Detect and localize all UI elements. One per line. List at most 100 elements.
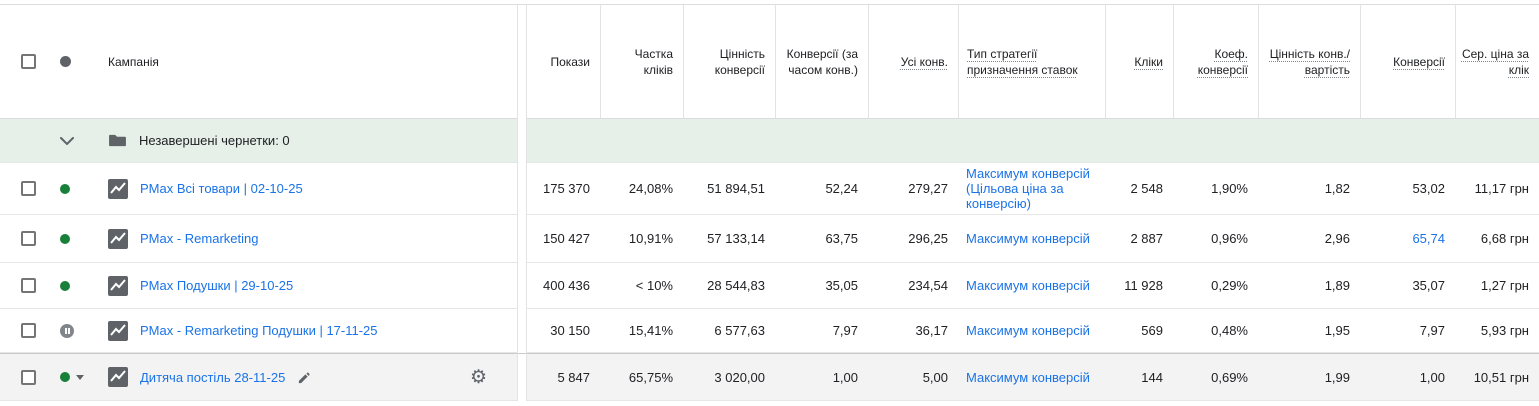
column-header-avg-cpc[interactable]: Сер. ціна за клік [1455, 5, 1539, 119]
pane-divider [517, 353, 527, 401]
status-paused-icon[interactable] [60, 323, 74, 338]
conv-rate-value: 1,90% [1173, 163, 1258, 215]
select-all-checkbox[interactable] [21, 54, 36, 69]
campaign-name-link[interactable]: Дитяча постіль 28-11-25 [140, 369, 286, 385]
campaign-chart-icon[interactable] [108, 275, 128, 296]
drafts-expand-cell [52, 119, 98, 163]
column-header-impressions[interactable]: Покази [527, 5, 600, 119]
avg-cpc-value: 10,51 грн [1455, 353, 1539, 401]
bid-strategy-link[interactable]: Максимум конверсій (Цільова ціна за конв… [958, 163, 1105, 215]
conv-rate-value: 0,29% [1173, 263, 1258, 309]
edit-pencil-icon[interactable] [297, 370, 312, 385]
table-row: PMax - Remarketing Подушки | 17-11-25 30… [0, 309, 1539, 353]
clicks-value: 2 548 [1105, 163, 1173, 215]
conv-by-time-value: 63,75 [775, 215, 868, 263]
bid-strategy-link[interactable]: Максимум конверсій [958, 215, 1105, 263]
campaign-chart-icon[interactable] [108, 178, 128, 199]
impressions-value: 400 436 [527, 263, 600, 309]
all-conv-value: 36,17 [868, 309, 958, 353]
row-checkbox[interactable] [21, 278, 36, 293]
bid-strategy-link[interactable]: Максимум конверсій [958, 353, 1105, 401]
status-enabled-icon[interactable] [60, 280, 70, 291]
avg-cpc-value: 1,27 грн [1455, 263, 1539, 309]
status-column-header [52, 5, 98, 119]
conv-value-per-cost-value: 1,99 [1258, 353, 1360, 401]
campaign-chart-icon[interactable] [108, 228, 128, 249]
campaign-name-link[interactable]: PMax Всі товари | 02-10-25 [140, 181, 303, 196]
bid-strategy-link[interactable]: Максимум конверсій [958, 309, 1105, 353]
all-conv-value: 234,54 [868, 263, 958, 309]
conversions-value: 53,02 [1360, 163, 1455, 215]
gear-icon[interactable]: ⚙ [469, 366, 487, 388]
column-header-all-conv[interactable]: Усі конв. [868, 5, 958, 119]
campaign-name-link[interactable]: PMax Подушки | 29-10-25 [140, 278, 294, 293]
table-row: PMax - Remarketing 150 427 10,91% 57 133… [0, 215, 1539, 263]
impressions-value: 150 427 [527, 215, 600, 263]
clicks-value: 569 [1105, 309, 1173, 353]
conv-value-per-cost-value: 1,95 [1258, 309, 1360, 353]
conversions-value: 7,97 [1360, 309, 1455, 353]
all-conv-value: 5,00 [868, 353, 958, 401]
row-checkbox[interactable] [21, 181, 36, 196]
conv-value-per-cost-value: 2,96 [1258, 215, 1360, 263]
avg-cpc-value: 11,17 грн [1455, 163, 1539, 215]
column-header-click-share[interactable]: Частка кліків [600, 5, 683, 119]
column-header-clicks[interactable]: Кліки [1105, 5, 1173, 119]
conv-value-per-cost-value: 1,82 [1258, 163, 1360, 215]
conv-by-time-value: 35,05 [775, 263, 868, 309]
conv-value-per-cost-value: 1,89 [1258, 263, 1360, 309]
status-enabled-icon[interactable] [60, 233, 70, 244]
campaign-name-link[interactable]: PMax - Remarketing Подушки | 17-11-25 [140, 323, 378, 338]
column-header-conv-value[interactable]: Цінність конверсії [683, 5, 775, 119]
row-checkbox[interactable] [21, 231, 36, 246]
avg-cpc-value: 5,93 грн [1455, 309, 1539, 353]
column-header-conv-value-per-cost[interactable]: Цінність конв./ вартість [1258, 5, 1360, 119]
conv-value-value: 57 133,14 [683, 215, 775, 263]
avg-cpc-value: 6,68 грн [1455, 215, 1539, 263]
status-enabled-icon[interactable] [60, 372, 70, 382]
table-row: Дитяча постіль 28-11-25 ⚙ 5 847 65,75% 3… [0, 353, 1539, 401]
pane-divider [517, 309, 527, 353]
row-checkbox[interactable] [21, 369, 36, 385]
all-conv-value: 296,25 [868, 215, 958, 263]
click-share-value: 65,75% [600, 353, 683, 401]
pane-divider [517, 215, 527, 263]
click-share-value: < 10% [600, 263, 683, 309]
conv-rate-value: 0,48% [1173, 309, 1258, 353]
click-share-value: 10,91% [600, 215, 683, 263]
conv-by-time-value: 52,24 [775, 163, 868, 215]
status-enabled-icon[interactable] [60, 183, 70, 194]
conversions-value: 1,00 [1360, 353, 1455, 401]
pane-divider [517, 263, 527, 309]
conversions-value-link[interactable]: 65,74 [1360, 215, 1455, 263]
drafts-label-cell: Незавершені чернетки: 0 [98, 119, 517, 163]
column-header-bid-strategy[interactable]: Тип стратегії призначення ставок [958, 5, 1105, 119]
column-header-conversions[interactable]: Конверсії [1360, 5, 1455, 119]
conv-value-value: 51 894,51 [683, 163, 775, 215]
click-share-value: 24,08% [600, 163, 683, 215]
campaign-chart-icon[interactable] [108, 367, 128, 387]
table-row: PMax Подушки | 29-10-25 400 436 < 10% 28… [0, 263, 1539, 309]
status-column-icon[interactable] [60, 56, 71, 67]
campaign-chart-icon[interactable] [108, 320, 128, 341]
conv-by-time-value: 7,97 [775, 309, 868, 353]
conv-value-value: 6 577,63 [683, 309, 775, 353]
row-checkbox[interactable] [21, 323, 36, 338]
column-header-conv-by-time[interactable]: Конверсії (за часом конв.) [775, 5, 868, 119]
bid-strategy-link[interactable]: Максимум конверсій [958, 263, 1105, 309]
impressions-value: 175 370 [527, 163, 600, 215]
status-dropdown-caret-icon[interactable] [76, 374, 84, 380]
conv-by-time-value: 1,00 [775, 353, 868, 401]
conv-value-value: 28 544,83 [683, 263, 775, 309]
clicks-value: 144 [1105, 353, 1173, 401]
click-share-value: 15,41% [600, 309, 683, 353]
campaign-name-link[interactable]: PMax - Remarketing [140, 231, 259, 246]
column-header-campaign[interactable]: Кампанія [98, 5, 517, 119]
table-row: PMax Всі товари | 02-10-25 175 370 24,08… [0, 163, 1539, 215]
all-conv-value: 279,27 [868, 163, 958, 215]
chevron-down-icon[interactable] [60, 136, 74, 145]
drafts-row-spacer [0, 119, 52, 163]
column-header-conv-rate[interactable]: Коеф. конверсії [1173, 5, 1258, 119]
clicks-value: 2 887 [1105, 215, 1173, 263]
drafts-label: Незавершені чернетки: 0 [139, 133, 290, 148]
